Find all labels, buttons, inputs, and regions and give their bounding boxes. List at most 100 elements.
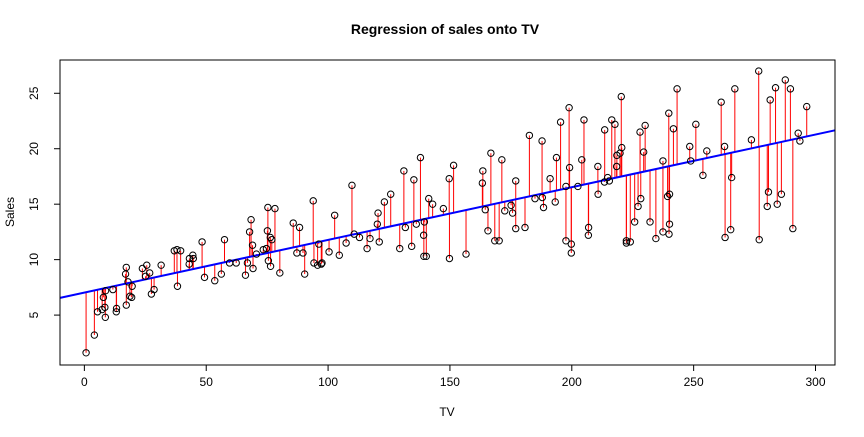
data-point: [263, 227, 272, 235]
plot-frame: [59, 59, 836, 366]
data-point: [124, 278, 132, 286]
data-point: [101, 313, 110, 322]
data-point: [109, 285, 117, 294]
data-point: [127, 293, 136, 302]
data-point: [763, 202, 771, 211]
data-point: [594, 162, 602, 171]
data-point: [512, 177, 520, 185]
data-point: [673, 85, 681, 93]
data-point: [82, 349, 90, 357]
data-point: [634, 202, 642, 211]
data-point: [232, 259, 240, 267]
data-point: [773, 200, 781, 208]
data-point: [584, 223, 593, 232]
data-point: [462, 250, 470, 258]
data-point: [101, 303, 109, 312]
data-point: [584, 231, 593, 239]
data-point: [342, 239, 350, 247]
data-point: [703, 147, 711, 155]
data-point: [252, 250, 261, 258]
x-tick-label: 50: [200, 375, 214, 389]
data-point: [539, 203, 548, 212]
data-point: [410, 176, 418, 184]
data-point: [487, 149, 495, 157]
data-point: [145, 269, 154, 277]
data-points: [82, 67, 811, 357]
data-point: [245, 228, 254, 236]
y-tick-label: 15: [27, 197, 41, 211]
data-point: [143, 261, 151, 269]
data-point: [318, 259, 326, 267]
data-point: [300, 270, 309, 278]
data-point: [796, 137, 804, 145]
data-point: [637, 194, 645, 203]
x-axis-label: TV: [439, 405, 454, 419]
data-point: [264, 203, 272, 212]
data-point: [189, 254, 198, 263]
data-point: [271, 204, 279, 213]
y-axis: 5 10 15 20 25: [27, 86, 61, 318]
data-point: [781, 76, 789, 84]
data-point: [567, 249, 576, 257]
data-point: [556, 118, 565, 126]
data-point: [600, 126, 609, 134]
data-point: [350, 230, 358, 238]
data-point: [594, 190, 602, 198]
data-point: [373, 220, 382, 228]
data-point: [259, 245, 267, 254]
data-point: [562, 237, 570, 245]
data-point: [618, 143, 626, 152]
data-point: [241, 271, 250, 279]
data-point: [794, 129, 802, 137]
data-point: [565, 163, 574, 172]
data-point: [720, 142, 729, 151]
data-point: [200, 273, 209, 282]
y-tick-label: 25: [27, 86, 41, 100]
data-point: [299, 249, 307, 257]
data-point: [355, 233, 364, 242]
data-point: [562, 182, 570, 191]
data-point: [622, 237, 631, 245]
data-point: [731, 85, 739, 93]
data-point: [266, 262, 275, 270]
data-point: [101, 286, 110, 295]
data-point: [374, 209, 382, 217]
data-point: [112, 308, 120, 316]
data-point: [525, 131, 534, 140]
data-point: [508, 209, 517, 217]
data-point: [622, 239, 631, 247]
data-point: [617, 92, 625, 101]
data-point: [567, 240, 576, 248]
data-point: [243, 259, 252, 267]
data-point: [755, 235, 763, 244]
data-point: [268, 235, 276, 244]
data-point: [122, 263, 130, 272]
data-point: [330, 211, 339, 219]
data-point: [538, 193, 547, 202]
data-point: [626, 238, 634, 246]
y-tick-label: 10: [27, 253, 41, 267]
data-point: [99, 293, 108, 302]
data-point: [400, 167, 408, 175]
data-point: [150, 285, 158, 294]
data-point: [484, 227, 492, 235]
data-point: [262, 244, 271, 253]
data-point: [428, 200, 437, 208]
data-point: [665, 109, 673, 117]
data-point: [248, 241, 257, 249]
data-point: [546, 174, 554, 183]
data-point: [176, 247, 185, 255]
data-point: [445, 254, 454, 263]
x-tick-label: 0: [81, 375, 88, 389]
data-point: [380, 198, 389, 206]
data-point: [686, 142, 694, 151]
regression-line-group: [59, 129, 836, 299]
data-point: [157, 261, 165, 269]
residual-lines: [85, 71, 808, 353]
data-point: [717, 98, 725, 106]
x-tick-label: 250: [684, 375, 704, 389]
data-point: [578, 156, 586, 164]
data-point: [112, 304, 121, 313]
